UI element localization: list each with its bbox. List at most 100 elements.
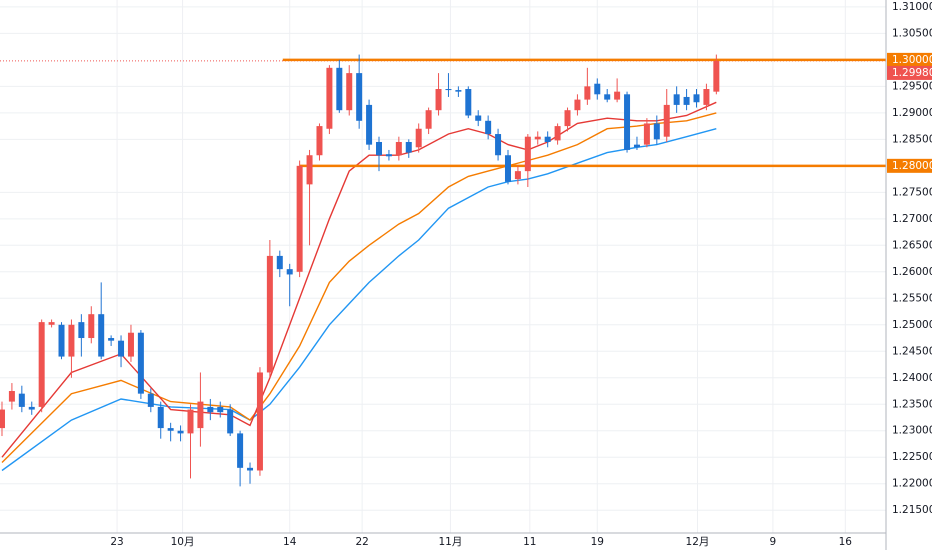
y-tick-label: 1.23000 — [892, 425, 932, 437]
level-label: 1.28000 — [892, 160, 932, 172]
candle-body — [137, 332, 144, 394]
candle-body — [127, 332, 134, 357]
x-tick-label: 16 — [839, 536, 853, 548]
candle-body — [534, 136, 541, 140]
candle-body — [286, 269, 293, 275]
y-tick-label: 1.25000 — [892, 319, 932, 331]
candle-body — [98, 314, 105, 357]
candle-body — [316, 126, 323, 156]
candle-body — [673, 94, 680, 105]
candle-body — [88, 314, 95, 339]
candle-body — [455, 90, 462, 92]
candle-body — [167, 428, 174, 431]
y-tick-label: 1.30500 — [892, 27, 932, 39]
y-tick-label: 1.29000 — [892, 107, 932, 119]
x-tick-label: 11月 — [439, 536, 463, 548]
y-tick-label: 1.27000 — [892, 213, 932, 225]
candle-body — [108, 338, 115, 341]
y-tick-label: 1.29500 — [892, 80, 932, 92]
candle-body — [78, 322, 85, 339]
x-tick-label: 14 — [283, 536, 297, 548]
candle-body — [217, 406, 224, 413]
candle-body — [614, 91, 621, 100]
x-tick-label: 9 — [770, 536, 777, 548]
x-tick-label: 11 — [523, 536, 536, 548]
candle-body — [385, 154, 392, 157]
y-tick-label: 1.31000 — [892, 1, 932, 13]
candle-body — [118, 340, 125, 357]
y-tick-label: 1.27500 — [892, 186, 932, 198]
candle-body — [157, 406, 164, 429]
candle-body — [147, 393, 154, 407]
candle-body — [643, 123, 650, 145]
y-tick-label: 1.25500 — [892, 292, 932, 304]
y-tick-label: 1.28500 — [892, 133, 932, 145]
candle-body — [18, 393, 25, 407]
candle-body — [584, 86, 591, 100]
y-tick-label: 1.22500 — [892, 451, 932, 463]
candle-body — [207, 406, 214, 413]
candle-body — [564, 110, 571, 127]
candle-body — [604, 94, 611, 100]
candle-body — [504, 155, 511, 182]
candle-body — [237, 433, 244, 468]
candle-body — [296, 165, 303, 272]
candle-body — [326, 67, 333, 129]
candle-body — [336, 67, 343, 111]
x-tick-label: 22 — [355, 536, 368, 548]
y-tick-label: 1.26000 — [892, 266, 932, 278]
y-tick-label: 1.22000 — [892, 478, 932, 490]
candle-body — [306, 155, 313, 185]
candle-body — [435, 89, 442, 111]
candle-body — [624, 94, 631, 150]
candle-body — [514, 171, 521, 180]
candle-body — [495, 134, 502, 156]
candle-body — [58, 324, 65, 357]
candle-body — [633, 144, 640, 148]
candle-body — [0, 409, 5, 429]
candle-body — [653, 123, 660, 140]
candle-body — [187, 409, 194, 434]
candle-body — [465, 89, 472, 116]
y-tick-label: 1.21500 — [892, 504, 932, 516]
candle-body — [197, 401, 204, 429]
x-tick-label: 12月 — [686, 536, 710, 548]
candle-body — [663, 104, 670, 137]
candle-body — [256, 372, 263, 471]
candle-body — [28, 406, 35, 410]
candle-body — [544, 136, 551, 142]
candle-body — [485, 120, 492, 135]
candle-body — [425, 110, 432, 129]
y-tick-label: 1.24500 — [892, 345, 932, 357]
candle-body — [405, 141, 412, 153]
last-price-label: 1.29980 — [892, 67, 932, 79]
candle-body — [48, 322, 55, 325]
x-tick-label: 23 — [110, 536, 123, 548]
candle-body — [594, 83, 601, 95]
candle-body — [177, 430, 184, 434]
candle-body — [247, 467, 254, 471]
candle-body — [356, 73, 363, 121]
candle-body — [445, 89, 452, 91]
level-label-box — [887, 52, 932, 67]
candle-body — [395, 141, 402, 156]
y-tick-label: 1.26500 — [892, 239, 932, 251]
candle-body — [703, 89, 710, 105]
candle-body — [68, 324, 75, 357]
candle-body — [266, 255, 273, 373]
last-price-box — [887, 65, 932, 80]
candle-body — [276, 255, 283, 270]
candle-body — [376, 141, 383, 156]
candle-body — [38, 322, 45, 407]
level-label-box — [887, 158, 932, 173]
candle-body — [346, 73, 353, 111]
candle-body — [366, 104, 373, 145]
candle-body — [8, 391, 15, 402]
candle-body — [227, 409, 234, 434]
candle-body — [683, 96, 690, 105]
candle-body — [554, 126, 561, 141]
moving-average-line — [1, 128, 717, 472]
candle-body — [524, 136, 531, 172]
